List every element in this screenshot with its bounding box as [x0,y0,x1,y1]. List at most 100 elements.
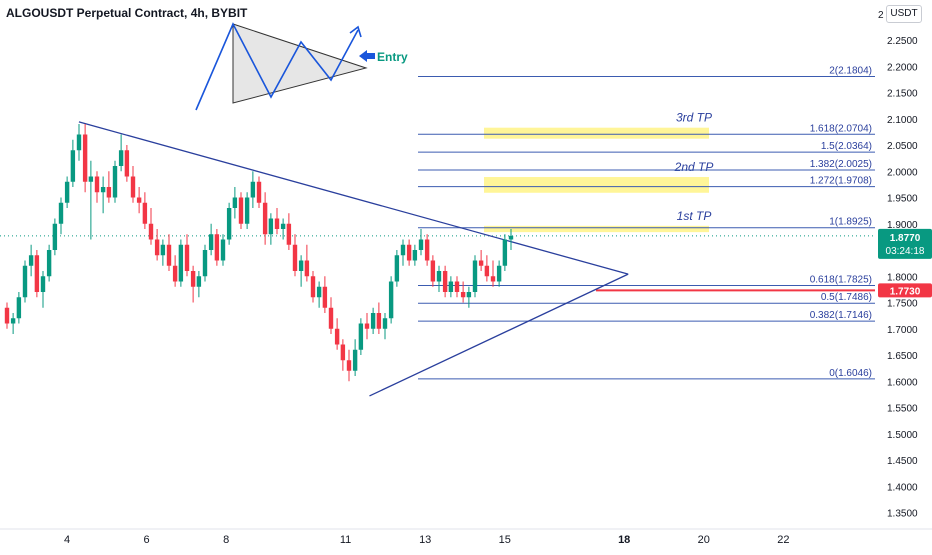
chart-title: ALGOUSDT Perpetual Contract, 4h, BYBIT [6,6,248,20]
candle-body [454,281,460,292]
price-axis-tick: 2.2500 [887,36,918,47]
candle-body [400,244,406,256]
candle-body [502,239,508,266]
candles [4,124,514,382]
candle-body [472,260,478,292]
candle-body [76,134,82,151]
time-axis-tick: 8 [223,534,229,546]
fib-level-label: 1.618(2.0704) [810,123,872,134]
candle-body [208,234,214,250]
price-axis-tick: 1.5500 [887,404,918,415]
candle-body [124,150,130,177]
price-axis-tick: 2.0500 [887,141,918,152]
candle-body [286,223,292,245]
candle-body [508,235,514,240]
candle-body [292,244,298,271]
fib-level-label: 2(2.1804) [829,66,872,77]
candle-body [100,187,106,193]
pattern-arrowhead [349,25,362,38]
candle-body [364,323,370,329]
candle-body [142,202,148,224]
candle-body [388,281,394,319]
candle-body [172,265,178,282]
candle-body [244,197,250,224]
candle-body [298,260,304,271]
time-axis-tick: 15 [499,534,511,546]
entry-label: Entry [377,50,408,64]
candle-body [394,255,400,282]
price-axis-tick: 1.9500 [887,194,918,205]
candle-body [88,176,94,182]
pattern-zigzag [195,22,359,111]
candle-body [220,239,226,261]
fib-level-label: 0.618(1.7825) [810,274,872,285]
candle-body [40,276,46,292]
candle-body [340,344,346,361]
candle-body [106,187,112,198]
level-marker-value: 1.7730 [890,286,921,297]
candle-body [52,223,58,250]
candle-body [496,265,502,282]
tp-zone-label: 3rd TP [676,111,712,125]
candle-body [310,276,316,298]
tp-zone-label: 2nd TP [674,160,714,174]
candle-body [238,197,244,224]
currency-unit-button[interactable]: USDT [886,5,922,23]
candle-body [16,297,22,319]
price-axis-tick: 1.8000 [887,272,918,283]
time-axis-tick: 11 [340,534,351,546]
trendline [78,121,629,275]
candle-body [346,360,352,371]
tp-zone [484,127,709,139]
fibonacci-levels: 2(2.1804) 1.618(2.0704) 1.5(2.0364) 1.382(2… [0,66,875,380]
candle-body [148,223,154,240]
candle-body [130,176,136,198]
price-axis-tick: 2.1500 [887,89,918,100]
candle-body [46,250,52,277]
candle-body [370,313,376,329]
current-price-value: 1.8770 [890,233,921,244]
candle-body [418,239,424,250]
candle-body [22,265,28,298]
candle-body [268,218,274,235]
candle-body [250,181,256,198]
candle-body [154,239,160,256]
candle-body [58,202,64,224]
price-axis: 2.2500 2.2000 2.1500 2.1000 2.0500 2.0000 1.95… [875,0,932,550]
candle-body [334,328,340,345]
fib-level-label: 0(1.6046) [829,368,872,379]
candle-body [382,318,388,329]
price-axis-tick: 1.6500 [887,351,918,362]
candle-body [202,250,208,277]
time-axis-tick: 6 [144,534,150,546]
price-axis-tick: 2.0000 [887,167,918,178]
candle-body [70,150,76,182]
candle-body [94,176,100,193]
fib-level-label: 1(1.8925) [829,217,872,228]
current-price-label [878,228,932,259]
candle-body [358,323,364,350]
candle-body [430,260,436,282]
candle-body [256,181,262,203]
candle-body [412,250,418,261]
candle-body [376,313,382,329]
fib-level-label: 1.5(2.0364) [821,141,872,152]
candle-body [448,281,454,292]
candle-body [160,244,166,256]
candle-body [82,134,88,182]
candle-body [352,349,358,371]
fib-level-label: 0.5(1.7486) [821,292,872,303]
candle-body [280,223,286,229]
candle-body [166,244,172,266]
fib-level-label: 1.382(2.0025) [810,159,872,170]
candle-body [4,307,10,324]
candle-body [442,271,448,292]
price-axis-tick: 2 [878,10,884,21]
candle-body [424,239,430,261]
price-axis-tick: 1.7500 [887,299,918,310]
time-axis-tick: 22 [777,534,789,546]
triangle-pattern-sketch: Entry [195,22,408,111]
candle-body [460,292,466,298]
